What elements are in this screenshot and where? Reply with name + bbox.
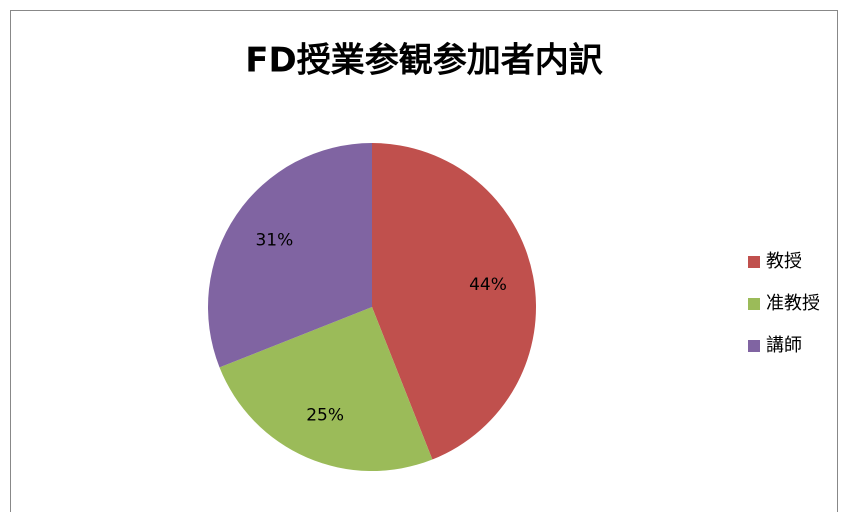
data-label: 44% (469, 275, 507, 295)
legend-swatch (748, 340, 760, 352)
legend-label: 教授 (766, 251, 802, 272)
pie-slice (219, 307, 433, 471)
data-label: 25% (306, 405, 344, 425)
pie-slice (372, 143, 536, 460)
legend-label: 准教授 (766, 293, 820, 314)
legend-swatch (748, 256, 760, 268)
chart-title: FD授業参観参加者内訳 (245, 41, 603, 81)
legend-swatch (748, 298, 760, 310)
data-label: 31% (255, 231, 293, 251)
pie-slice (207, 143, 372, 368)
legend-label: 講師 (766, 335, 802, 356)
